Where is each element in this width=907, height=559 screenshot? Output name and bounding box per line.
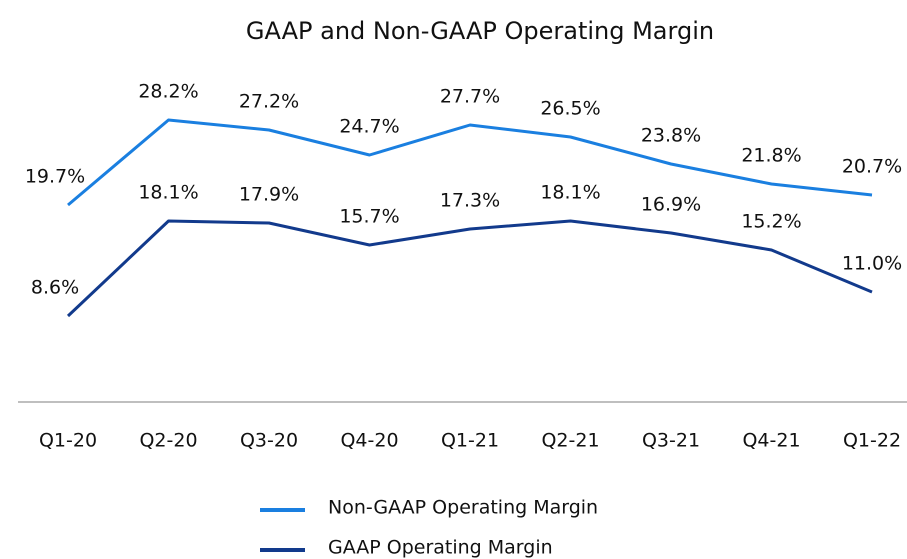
x-tick-label: Q1-21 xyxy=(441,430,499,452)
x-tick-label: Q3-21 xyxy=(642,430,700,452)
data-label: 16.9% xyxy=(641,194,701,216)
data-label: 24.7% xyxy=(339,116,399,138)
x-tick-label: Q2-21 xyxy=(541,430,599,452)
data-label: 19.7% xyxy=(25,166,85,188)
line xyxy=(66,219,873,318)
data-label: 18.1% xyxy=(540,182,600,204)
x-tick-label: Q2-20 xyxy=(139,430,197,452)
data-label: 17.9% xyxy=(239,184,299,206)
x-tick-label: Q4-20 xyxy=(340,430,398,452)
legend-label: GAAP Operating Margin xyxy=(328,537,553,559)
data-label: 26.5% xyxy=(540,98,600,120)
line xyxy=(67,118,873,207)
data-label: 8.6% xyxy=(31,277,79,299)
x-tick-label: Q4-21 xyxy=(742,430,800,452)
data-label: 23.8% xyxy=(641,125,701,147)
data-label: 15.2% xyxy=(741,211,801,233)
legend-label: Non-GAAP Operating Margin xyxy=(328,497,598,519)
data-label: 11.0% xyxy=(842,253,902,275)
x-tick-label: Q1-22 xyxy=(843,430,901,452)
data-label: 21.8% xyxy=(741,145,801,167)
data-label: 27.7% xyxy=(440,86,500,108)
data-label: 17.3% xyxy=(440,190,500,212)
x-tick-label: Q1-20 xyxy=(39,430,97,452)
chart-title: GAAP and Non-GAAP Operating Margin xyxy=(246,17,714,45)
data-label: 27.2% xyxy=(239,91,299,113)
data-label: 15.7% xyxy=(339,206,399,228)
data-label: 28.2% xyxy=(138,81,198,103)
data-label: 20.7% xyxy=(842,156,902,178)
x-tick-label: Q3-20 xyxy=(240,430,298,452)
data-label: 18.1% xyxy=(138,182,198,204)
